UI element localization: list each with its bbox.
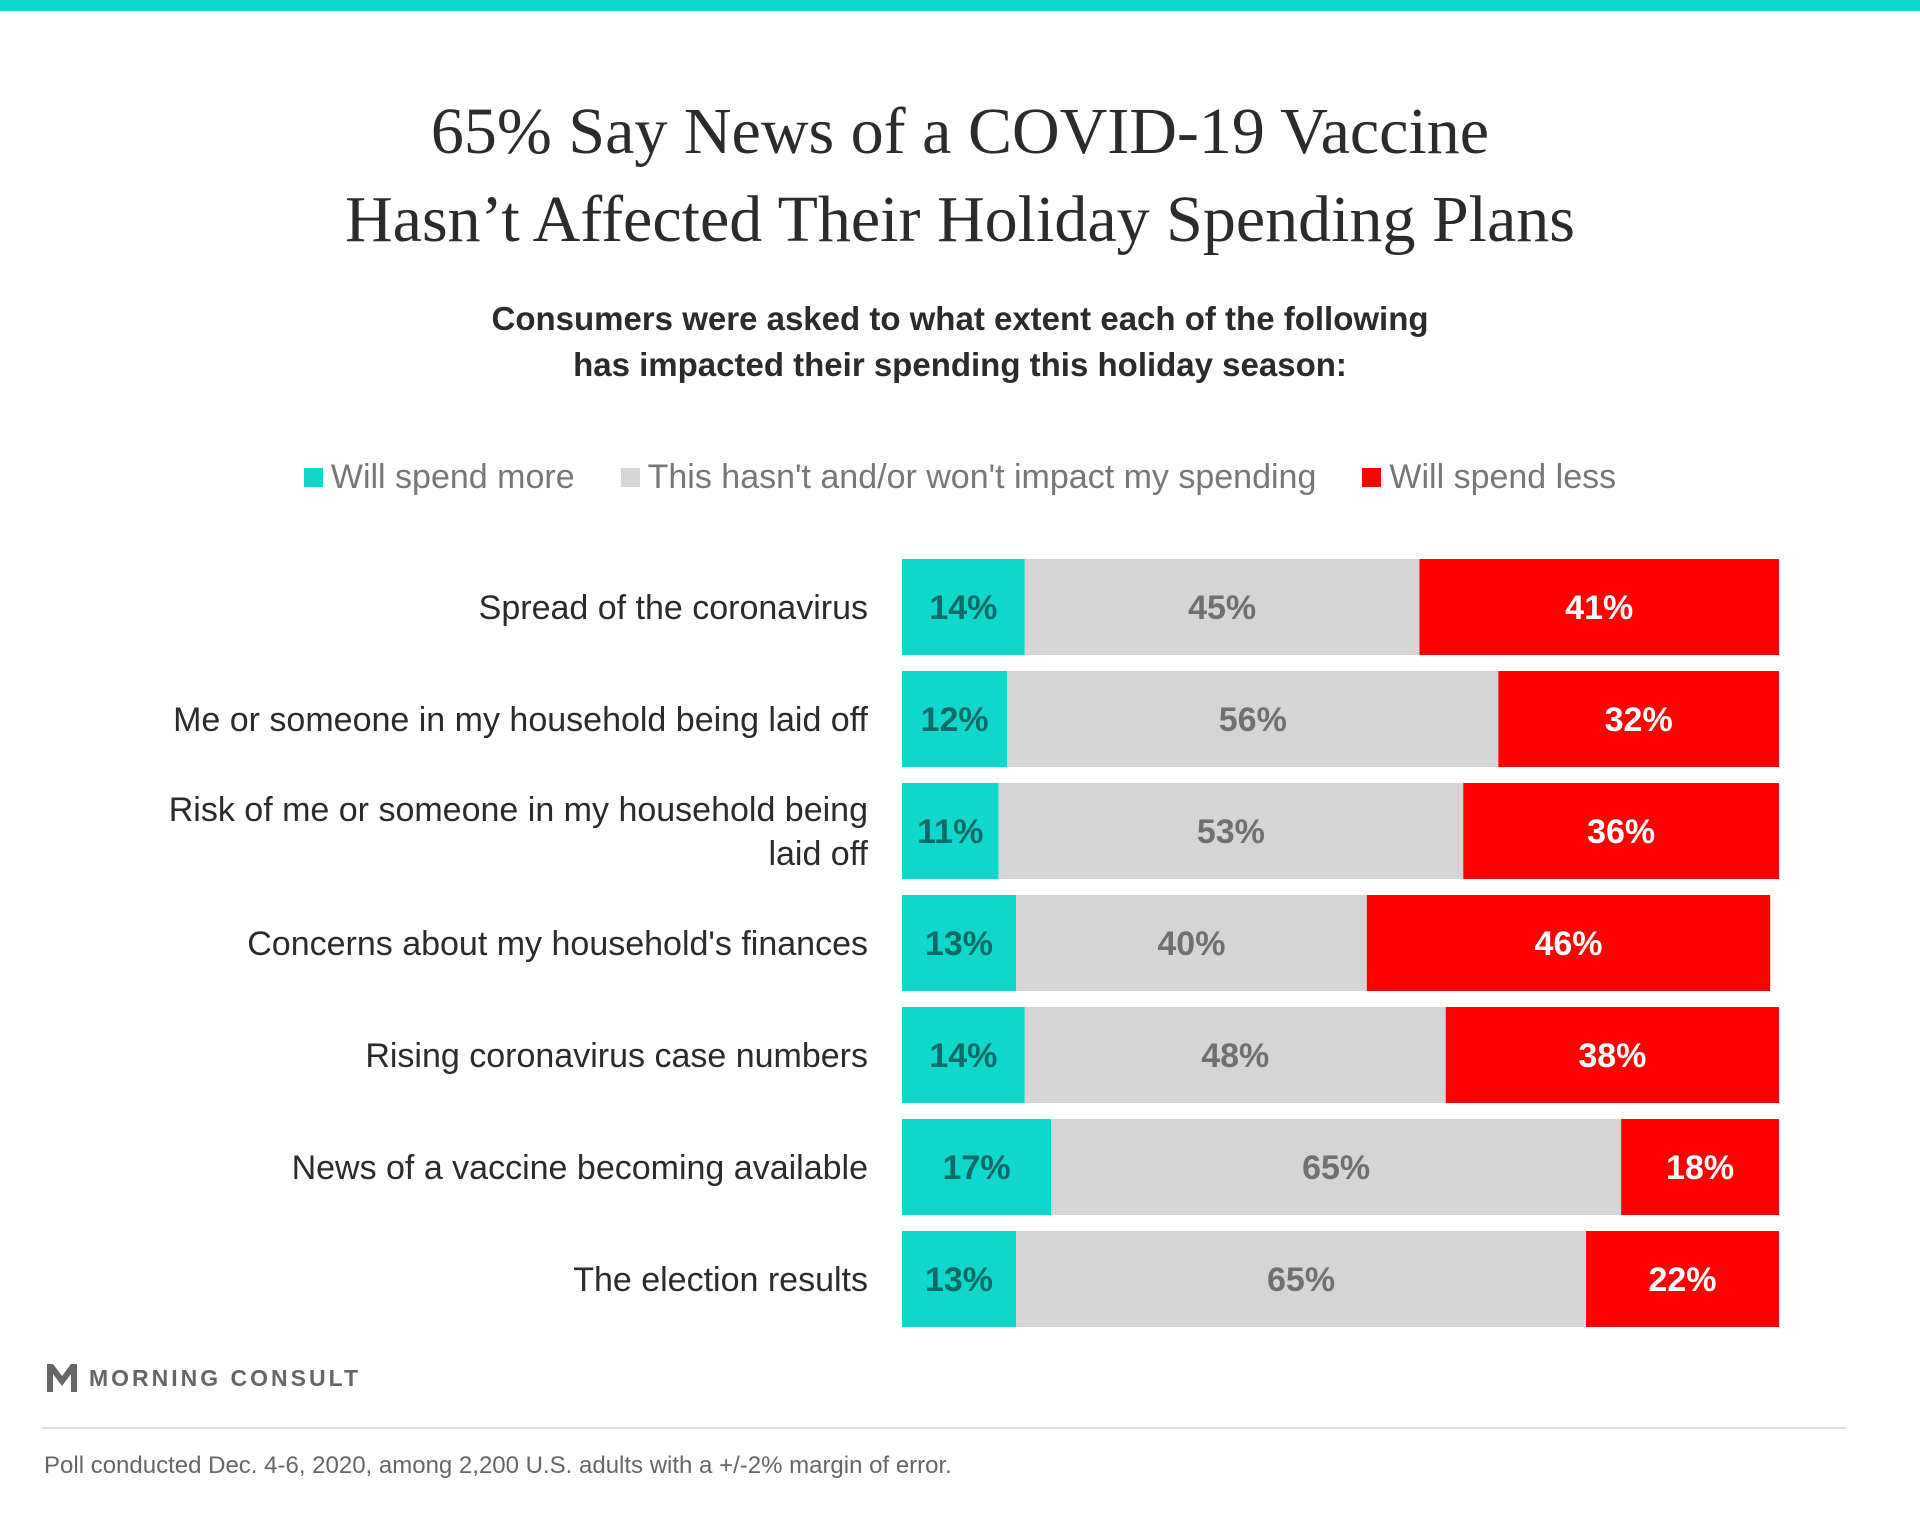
data-label-less: 22% bbox=[1648, 1261, 1716, 1299]
data-label-neutral: 53% bbox=[1197, 813, 1265, 851]
data-label-neutral: 56% bbox=[1219, 701, 1287, 739]
bar-segment-less bbox=[1498, 671, 1779, 767]
subtitle-line-2: has impacted their spending this holiday… bbox=[573, 346, 1347, 383]
bar-segment-more bbox=[902, 1119, 1052, 1215]
bar-segment-neutral bbox=[1051, 1119, 1622, 1215]
chart-title: 65% Say News of a COVID-19 Vaccine Hasn’… bbox=[0, 88, 1920, 264]
category-label: Me or someone in my household being laid… bbox=[173, 701, 868, 739]
data-label-less: 46% bbox=[1534, 925, 1602, 963]
bar-row: The election results 13% 65% 22% bbox=[573, 1231, 1779, 1327]
bar-segment-more bbox=[902, 783, 999, 879]
bar-segment-neutral bbox=[998, 783, 1464, 879]
bar-segment-less bbox=[1463, 783, 1779, 879]
data-label-more: 13% bbox=[925, 925, 993, 963]
category-label: Rising coronavirus case numbers bbox=[365, 1037, 868, 1075]
data-label-more: 11% bbox=[917, 813, 983, 851]
bar-segment-more bbox=[902, 1231, 1017, 1327]
data-label-neutral: 48% bbox=[1201, 1037, 1269, 1075]
title-line-2: Hasn’t Affected Their Holiday Spending P… bbox=[345, 183, 1575, 256]
bar-row: Me or someone in my household being laid… bbox=[173, 671, 1779, 767]
bar-segment-neutral bbox=[1016, 895, 1367, 991]
data-label-more: 17% bbox=[943, 1149, 1011, 1187]
bar-segment-less bbox=[1366, 895, 1771, 991]
legend-swatch-less bbox=[1362, 468, 1382, 487]
methodology-note: Poll conducted Dec. 4-6, 2020, among 2,2… bbox=[44, 1452, 952, 1479]
data-label-less: 32% bbox=[1605, 701, 1673, 739]
bar-segment-less bbox=[1586, 1231, 1779, 1327]
bar-segment-less bbox=[1445, 1007, 1779, 1103]
bar-row: Risk of me or someone in my household be… bbox=[169, 783, 1779, 879]
data-label-less: 18% bbox=[1666, 1149, 1734, 1187]
brand-name: MORNING CONSULT bbox=[89, 1364, 362, 1391]
data-label-more: 12% bbox=[921, 701, 989, 739]
bar-row: Spread of the coronavirus 14% 45% 41% bbox=[479, 559, 1779, 655]
data-label-neutral: 45% bbox=[1188, 589, 1256, 627]
data-label-more: 14% bbox=[929, 1037, 997, 1075]
category-label: Risk of me or someone in my household be… bbox=[169, 791, 869, 873]
bar-segment-more bbox=[902, 1007, 1025, 1103]
bar-segment-neutral bbox=[1016, 1231, 1587, 1327]
bar-segment-more bbox=[902, 671, 1008, 767]
bar-segment-more bbox=[902, 895, 1017, 991]
bar-row: Concerns about my household's finances 13… bbox=[247, 895, 1771, 991]
category-label: The election results bbox=[573, 1261, 868, 1299]
stacked-bar-chart: Spread of the coronavirus 14% 45% 41% Me or … bbox=[169, 559, 1779, 1327]
legend-label-less: Will spend less bbox=[1389, 458, 1617, 496]
data-label-less: 41% bbox=[1565, 589, 1633, 627]
bar-segment-neutral bbox=[1024, 1007, 1446, 1103]
data-label-more: 13% bbox=[925, 1261, 993, 1299]
bar-segment-neutral bbox=[1024, 559, 1420, 655]
data-label-neutral: 40% bbox=[1157, 925, 1225, 963]
data-label-neutral: 65% bbox=[1267, 1261, 1335, 1299]
bar-segment-more bbox=[902, 559, 1025, 655]
category-label: Concerns about my household's finances bbox=[247, 925, 868, 963]
bar-segment-less bbox=[1621, 1119, 1779, 1215]
legend-label-neutral: This hasn't and/or won't impact my spend… bbox=[647, 458, 1317, 496]
legend-item-more: Will spend more bbox=[303, 458, 575, 497]
bar-segment-neutral bbox=[1007, 671, 1499, 767]
category-label: News of a vaccine becoming available bbox=[292, 1149, 868, 1187]
legend: Will spend more This hasn't and/or won't… bbox=[0, 458, 1920, 497]
category-label: Spread of the coronavirus bbox=[479, 589, 868, 627]
bar-row: News of a vaccine becoming available 17% 6… bbox=[292, 1119, 1779, 1215]
data-label-neutral: 65% bbox=[1302, 1149, 1370, 1187]
title-line-1: 65% Say News of a COVID-19 Vaccine bbox=[430, 95, 1490, 168]
legend-item-less: Will spend less bbox=[1362, 458, 1616, 497]
bar-segment-less bbox=[1419, 559, 1779, 655]
data-label-less: 38% bbox=[1578, 1037, 1646, 1075]
legend-swatch-neutral bbox=[620, 468, 640, 487]
legend-swatch-more bbox=[303, 468, 323, 487]
footer-divider bbox=[42, 1427, 1846, 1429]
data-label-less: 36% bbox=[1587, 813, 1655, 851]
top-accent-bar bbox=[0, 0, 1920, 11]
morning-consult-logo-icon bbox=[47, 1364, 77, 1392]
legend-item-neutral: This hasn't and/or won't impact my spend… bbox=[620, 458, 1317, 497]
bar-row: Rising coronavirus case numbers 14% 48% 38% bbox=[365, 1007, 1779, 1103]
subtitle-line-1: Consumers were asked to what extent each… bbox=[491, 300, 1429, 337]
data-label-more: 14% bbox=[929, 589, 997, 627]
legend-label-more: Will spend more bbox=[330, 458, 575, 496]
chart-subtitle: Consumers were asked to what extent each… bbox=[0, 296, 1920, 388]
brand-logo: MORNING CONSULT bbox=[47, 1364, 361, 1392]
